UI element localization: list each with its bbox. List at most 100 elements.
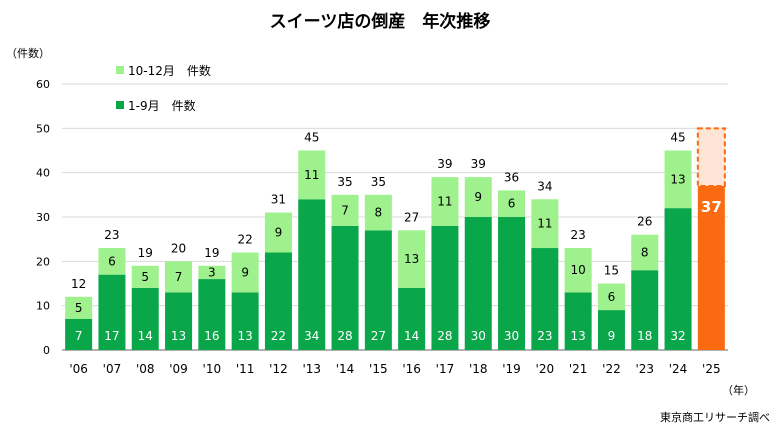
bar-label-jan-sep: 32 bbox=[670, 329, 685, 343]
x-tick-label: '11 bbox=[236, 362, 255, 376]
bar-jan-sep bbox=[65, 318, 93, 350]
source-note: 東京商工リサーチ調べ bbox=[660, 410, 770, 424]
bar-label-total: 15 bbox=[604, 264, 619, 278]
bar-label-oct-dec: 11 bbox=[437, 194, 452, 208]
legend-label-oct-dec: 10-12月 件数 bbox=[128, 63, 211, 78]
x-tick-label: '10 bbox=[203, 362, 222, 376]
bar-label-oct-dec: 13 bbox=[404, 252, 419, 266]
y-tick-label: 50 bbox=[36, 122, 50, 135]
legend-label-jan-sep: 1-9月 件数 bbox=[128, 98, 196, 113]
bar-label-jan-sep: 22 bbox=[271, 329, 286, 343]
bar-oct-dec bbox=[65, 296, 93, 319]
bar-label-jan-sep: 34 bbox=[304, 329, 319, 343]
bar-oct-dec bbox=[631, 234, 659, 271]
bar-jan-sep bbox=[498, 217, 526, 350]
bar-oct-dec bbox=[498, 190, 526, 217]
bar-oct-dec bbox=[664, 150, 692, 209]
bar-label-jan-sep: 13 bbox=[238, 329, 253, 343]
bar-label-total: 19 bbox=[138, 246, 153, 260]
bar-label-total: 19 bbox=[204, 246, 219, 260]
bar-oct-dec bbox=[531, 199, 559, 249]
x-axis-label: （年） bbox=[722, 383, 755, 397]
bar-highlight bbox=[697, 185, 725, 350]
bar-label-jan-sep: 23 bbox=[537, 329, 552, 343]
bar-oct-dec bbox=[231, 252, 259, 293]
y-tick-label: 40 bbox=[36, 167, 50, 180]
legend: 10-12月 件数 1-9月 件数 bbox=[116, 63, 211, 113]
x-ticks: '06 '07 '08 '09 '10 '11 '12 '13 '14 '15 '16 '17 '18 '… bbox=[69, 362, 720, 376]
bar-oct-dec bbox=[398, 230, 426, 288]
projection-box bbox=[696, 127, 726, 187]
bar-label-jan-sep: 27 bbox=[371, 329, 386, 343]
y-axis-label: （件数） bbox=[6, 47, 50, 60]
x-tick-label: '09 bbox=[169, 362, 188, 376]
x-tick-label: '16 bbox=[402, 362, 421, 376]
x-tick-label: '22 bbox=[602, 362, 621, 376]
bar-label-total: 23 bbox=[104, 228, 119, 242]
bar-label-total: 45 bbox=[304, 131, 319, 145]
bar-label-jan-sep: 7 bbox=[75, 329, 83, 343]
bar-label-total: 31 bbox=[271, 193, 286, 207]
x-tick-label: '20 bbox=[536, 362, 555, 376]
bar-jan-sep bbox=[364, 230, 392, 350]
x-tick-label: '06 bbox=[69, 362, 88, 376]
bar-jan-sep bbox=[431, 225, 459, 350]
bar-label-oct-dec: 8 bbox=[375, 206, 383, 220]
chart-title: スイーツ店の倒産 年次推移 bbox=[270, 11, 491, 32]
bar-oct-dec bbox=[264, 212, 292, 253]
bar-label-oct-dec: 9 bbox=[474, 190, 482, 204]
bar-label-jan-sep: 30 bbox=[471, 329, 486, 343]
bar-jan-sep bbox=[398, 287, 426, 350]
bar-oct-dec bbox=[198, 265, 226, 280]
bar-label-jan-sep: 13 bbox=[571, 329, 586, 343]
bar-oct-dec bbox=[364, 194, 392, 231]
y-tick-label: 10 bbox=[36, 300, 50, 313]
bar-label-total: 23 bbox=[571, 228, 586, 242]
bar-oct-dec bbox=[597, 283, 625, 311]
bar-label-total: 12 bbox=[71, 277, 86, 291]
bar-jan-sep bbox=[597, 310, 625, 350]
bar-label-oct-dec: 6 bbox=[608, 290, 616, 304]
bar-label-jan-sep: 17 bbox=[104, 329, 119, 343]
bar-label-oct-dec: 9 bbox=[241, 265, 249, 279]
bar-oct-dec bbox=[98, 248, 126, 275]
bar-label-total: 35 bbox=[337, 175, 352, 189]
bar-jan-sep bbox=[531, 248, 559, 350]
x-tick-label: '24 bbox=[669, 362, 688, 376]
x-tick-label: '14 bbox=[336, 362, 355, 376]
x-tick-label: '15 bbox=[369, 362, 388, 376]
y-tick-label: 0 bbox=[43, 344, 50, 357]
bar-oct-dec bbox=[131, 265, 159, 288]
bar-label-total: 39 bbox=[471, 157, 486, 171]
bar-oct-dec bbox=[464, 177, 492, 217]
bar-label-oct-dec: 6 bbox=[108, 254, 116, 268]
bar-oct-dec bbox=[298, 150, 326, 200]
bar-label-jan-sep: 16 bbox=[204, 329, 219, 343]
bar-label-jan-sep: 28 bbox=[337, 329, 352, 343]
bar-label-jan-sep: 14 bbox=[404, 329, 419, 343]
bar-jan-sep bbox=[231, 292, 259, 350]
x-tick-label: '12 bbox=[269, 362, 288, 376]
legend-swatch-jan-sep bbox=[116, 101, 124, 109]
bar-oct-dec bbox=[165, 261, 193, 293]
bar-jan-sep bbox=[664, 208, 692, 350]
x-tick-label: '19 bbox=[502, 362, 521, 376]
bar-label-total: 45 bbox=[670, 131, 685, 145]
bar-oct-dec bbox=[331, 194, 359, 226]
bar-label-total: 34 bbox=[537, 179, 552, 193]
bar-jan-sep bbox=[264, 252, 292, 350]
x-tick-label: '18 bbox=[469, 362, 488, 376]
bar-label-total: 22 bbox=[238, 232, 253, 246]
x-tick-label: '21 bbox=[569, 362, 588, 376]
x-tick-label: '23 bbox=[635, 362, 654, 376]
bar-label-oct-dec: 3 bbox=[208, 265, 216, 279]
bar-label-oct-dec: 11 bbox=[304, 168, 319, 182]
bar-jan-sep bbox=[198, 279, 226, 350]
bar-label-total: 35 bbox=[371, 175, 386, 189]
bar-label-jan-sep: 9 bbox=[608, 329, 616, 343]
bar-jan-sep bbox=[98, 274, 126, 350]
bar-jan-sep bbox=[631, 270, 659, 350]
bar-label-jan-sep: 13 bbox=[171, 329, 186, 343]
bar-labels: 7 5 12 17 6 23 14 5 19 13 7 20 16 3 19 13 9 22 22 9 31 34 11 45… bbox=[71, 131, 722, 344]
